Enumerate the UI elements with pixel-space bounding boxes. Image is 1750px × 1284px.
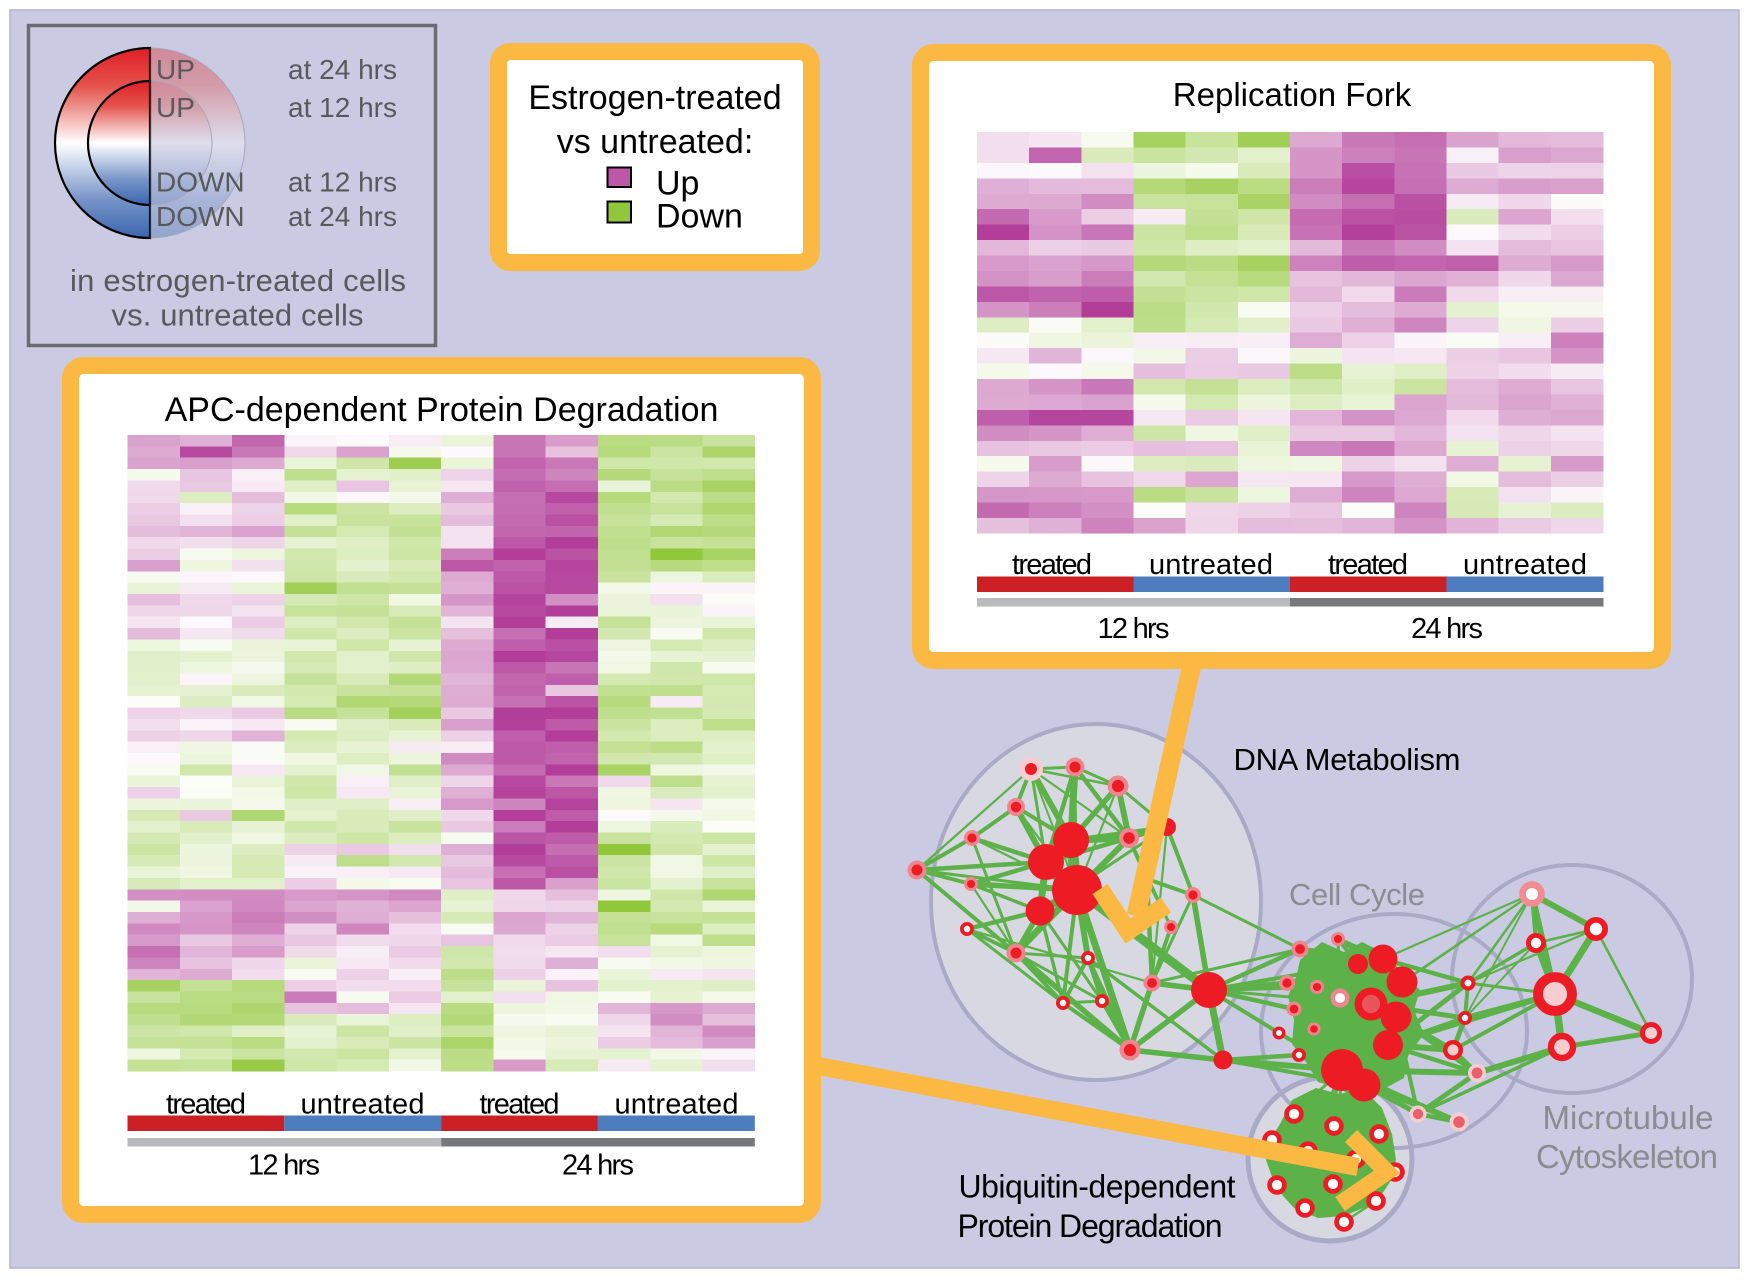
svg-text:at 12 hrs: at 12 hrs bbox=[288, 92, 397, 123]
svg-text:DOWN: DOWN bbox=[156, 167, 245, 198]
svg-text:Microtubule: Microtubule bbox=[1543, 1099, 1714, 1136]
svg-text:treated: treated bbox=[1328, 549, 1408, 581]
svg-text:DNA Metabolism: DNA Metabolism bbox=[1234, 742, 1461, 777]
svg-text:UP: UP bbox=[156, 54, 195, 85]
svg-text:untreated: untreated bbox=[615, 1089, 739, 1121]
svg-text:treated: treated bbox=[1012, 549, 1092, 581]
svg-text:untreated: untreated bbox=[1463, 549, 1587, 581]
svg-text:treated: treated bbox=[480, 1089, 560, 1121]
svg-text:vs. untreated cells: vs. untreated cells bbox=[112, 298, 364, 333]
svg-text:24 hrs: 24 hrs bbox=[1411, 613, 1483, 645]
svg-text:Ubiquitin-dependent: Ubiquitin-dependent bbox=[959, 1169, 1236, 1205]
svg-text:DOWN: DOWN bbox=[156, 201, 245, 232]
svg-text:APC-dependent Protein Degradat: APC-dependent Protein Degradation bbox=[165, 391, 719, 429]
svg-text:at 24 hrs: at 24 hrs bbox=[288, 54, 397, 85]
svg-text:at 12 hrs: at 12 hrs bbox=[288, 167, 397, 198]
svg-text:untreated: untreated bbox=[301, 1089, 425, 1121]
svg-text:12 hrs: 12 hrs bbox=[248, 1150, 320, 1182]
svg-text:Down: Down bbox=[656, 198, 743, 236]
svg-text:12 hrs: 12 hrs bbox=[1098, 613, 1170, 645]
svg-text:at 24 hrs: at 24 hrs bbox=[288, 201, 397, 232]
svg-text:in estrogen-treated cells: in estrogen-treated cells bbox=[70, 263, 406, 298]
svg-text:Up: Up bbox=[656, 165, 699, 203]
svg-text:Protein Degradation: Protein Degradation bbox=[958, 1208, 1223, 1244]
svg-text:Estrogen-treated: Estrogen-treated bbox=[528, 79, 781, 117]
svg-text:untreated: untreated bbox=[1149, 549, 1273, 581]
svg-text:Cell Cycle: Cell Cycle bbox=[1289, 877, 1425, 912]
svg-text:UP: UP bbox=[156, 92, 195, 123]
svg-text:vs untreated:: vs untreated: bbox=[557, 123, 754, 161]
svg-text:treated: treated bbox=[166, 1089, 246, 1121]
svg-text:Replication Fork: Replication Fork bbox=[1173, 76, 1412, 113]
svg-text:Cytoskeleton: Cytoskeleton bbox=[1536, 1138, 1718, 1175]
svg-text:24 hrs: 24 hrs bbox=[562, 1150, 634, 1182]
